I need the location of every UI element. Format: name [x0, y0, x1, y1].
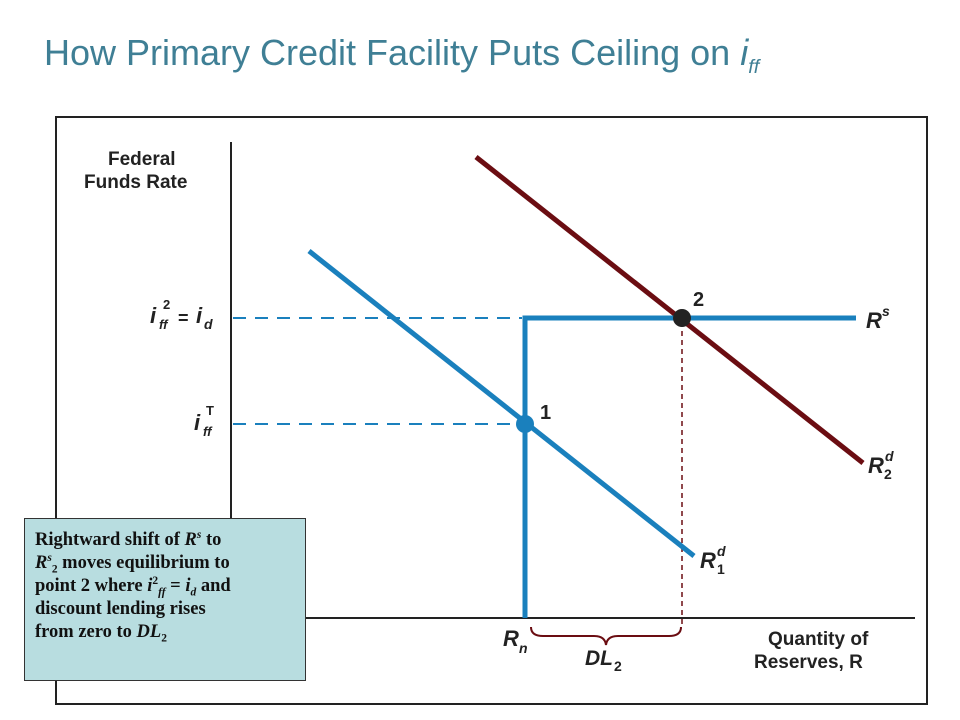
svg-text:2: 2	[163, 297, 170, 312]
x-axis-label-line2: Reserves, R	[754, 652, 863, 673]
svg-text:R: R	[503, 626, 519, 651]
demand-curve-R1d	[307, 249, 696, 558]
svg-text:s: s	[882, 303, 890, 319]
svg-text:=: =	[178, 308, 189, 328]
svg-text:2: 2	[614, 658, 622, 674]
svg-text:d: d	[885, 448, 894, 464]
callout-line-4: discount lending rises	[35, 599, 206, 619]
y-axis-label-line2: Funds Rate	[84, 172, 187, 193]
svg-text:i: i	[194, 410, 201, 435]
svg-text:i: i	[150, 303, 157, 328]
label-Rs: R s	[866, 303, 890, 333]
svg-text:ff: ff	[159, 317, 169, 332]
title-var: i	[740, 32, 749, 73]
label-DL2: DL 2	[585, 647, 622, 674]
label-R1d: R d 1	[700, 543, 726, 577]
explanation-callout: Rightward shift of Rs to Rs2 moves equil…	[24, 518, 306, 681]
demand-curve-R2d	[474, 155, 865, 465]
title-sub: ff	[748, 56, 760, 79]
svg-text:1: 1	[717, 561, 725, 577]
point-1-label: 1	[540, 402, 551, 424]
svg-text:T: T	[206, 403, 214, 418]
callout-line-1: Rightward shift of Rs to	[35, 528, 222, 550]
callout-line-3: point 2 where i2ff = id and	[35, 574, 231, 599]
equilibrium-point-1	[516, 415, 534, 433]
svg-text:d: d	[204, 316, 213, 332]
point-2-label: 2	[693, 289, 704, 311]
svg-text:ff: ff	[203, 424, 213, 439]
svg-text:DL: DL	[585, 647, 613, 670]
svg-text:R: R	[700, 548, 716, 573]
slide-title: How Primary Credit Facility Puts Ceiling…	[44, 32, 759, 79]
callout-line-2: Rs2 moves equilibrium to	[35, 551, 230, 576]
callout-line-5: from zero to DL2	[35, 622, 167, 645]
y-axis-label-line1: Federal	[108, 149, 176, 170]
label-iff2-equals-id: i 2 ff = i d	[150, 297, 213, 332]
label-R2d: R d 2	[868, 448, 894, 482]
svg-text:R: R	[868, 453, 884, 478]
dl2-brace	[530, 626, 682, 646]
svg-text:2: 2	[884, 466, 892, 482]
svg-text:R: R	[866, 308, 882, 333]
svg-text:d: d	[717, 543, 726, 559]
title-text: How Primary Credit Facility Puts Ceiling…	[44, 32, 741, 73]
svg-text:i: i	[196, 303, 203, 328]
supply-curve-Rs	[522, 315, 856, 618]
svg-text:n: n	[519, 640, 528, 656]
label-Rn: R n	[503, 626, 528, 656]
label-iffT: i T ff	[194, 403, 214, 439]
equilibrium-point-2	[673, 309, 691, 327]
x-axis-label-line1: Quantity of	[768, 629, 869, 650]
